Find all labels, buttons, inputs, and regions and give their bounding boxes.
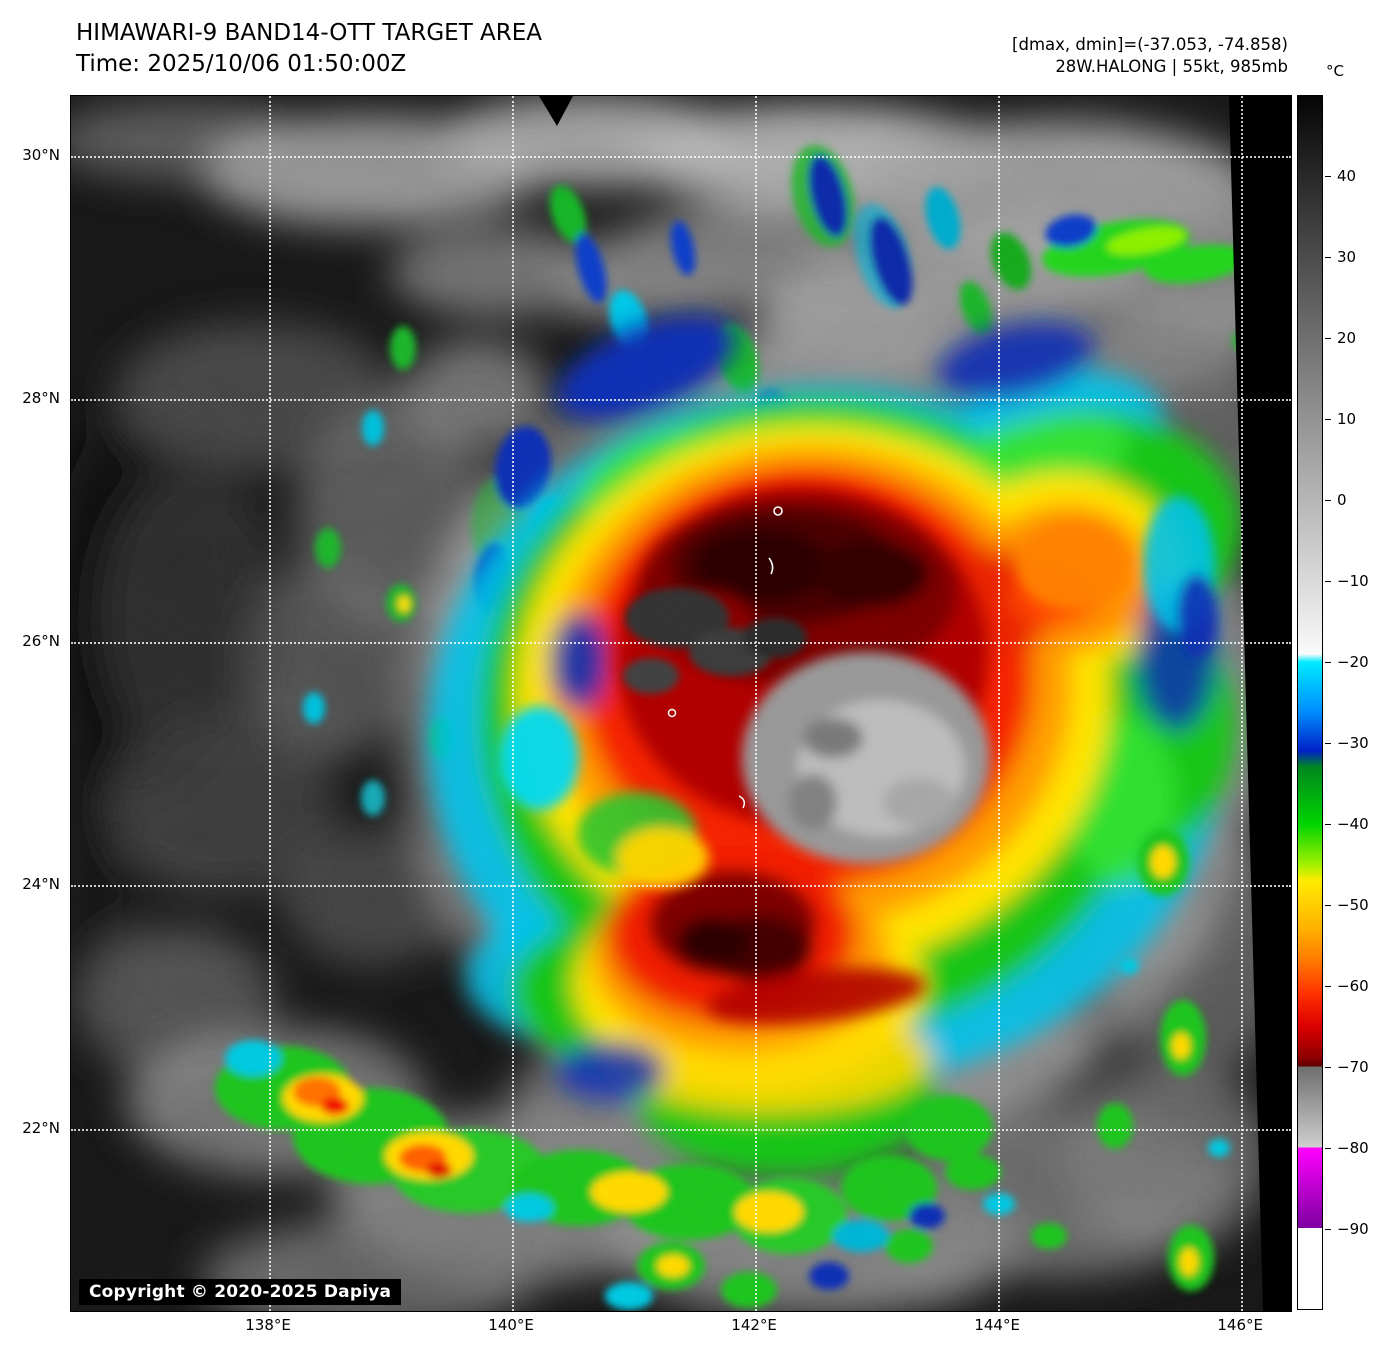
longitude-tick-label: 146°E xyxy=(1217,1316,1263,1334)
colorbar-tick-mark xyxy=(1325,743,1331,744)
longitude-tick-label: 140°E xyxy=(488,1316,534,1334)
latitude-tick-label: 24°N xyxy=(22,875,60,894)
colorbar-tick-mark xyxy=(1325,338,1331,339)
colorbar-tick-mark xyxy=(1325,1229,1331,1230)
colorbar-tick-mark xyxy=(1325,662,1331,663)
longitude-tick-label: 142°E xyxy=(731,1316,777,1334)
latitude-tick-label: 30°N xyxy=(22,145,60,164)
header: HIMAWARI-9 BAND14-OTT TARGET AREA Time: … xyxy=(76,18,542,80)
colorbar-tick-label: −90 xyxy=(1337,1220,1369,1238)
colorbar-tick-mark xyxy=(1325,824,1331,825)
storm-readout: [dmax, dmin]=(-37.053, -74.858) 28W.HALO… xyxy=(1012,34,1288,78)
longitude-axis: 138°E 140°E 142°E 144°E 146°E xyxy=(70,1312,1290,1338)
colorbar-tick-label: 40 xyxy=(1337,167,1357,185)
colorbar-tick-label: 10 xyxy=(1337,410,1357,428)
colorbar-tick-mark xyxy=(1325,1148,1331,1149)
figure-time: Time: 2025/10/06 01:50:00Z xyxy=(76,51,407,77)
colorbar-tick-mark xyxy=(1325,176,1331,177)
longitude-tick-label: 144°E xyxy=(974,1316,1020,1334)
colorbar-tick-label: 20 xyxy=(1337,329,1357,347)
colorbar-tick-mark xyxy=(1325,500,1331,501)
copyright-badge: Copyright © 2020-2025 Dapiya xyxy=(79,1279,402,1305)
latitude-tick-label: 22°N xyxy=(22,1118,60,1137)
colorbar-tick-mark xyxy=(1325,257,1331,258)
colorbar-tick-mark xyxy=(1325,986,1331,987)
colorbar xyxy=(1297,95,1323,1310)
colorbar-tick-label: −10 xyxy=(1337,572,1369,590)
colorbar-tick-label: 30 xyxy=(1337,248,1357,266)
colorbar-tick-label: −50 xyxy=(1337,896,1369,914)
dmax-dmin-readout: [dmax, dmin]=(-37.053, -74.858) xyxy=(1012,35,1288,54)
storm-info: 28W.HALONG | 55kt, 985mb xyxy=(1055,57,1288,76)
colorbar-tick-mark xyxy=(1325,419,1331,420)
colorbar-tick-mark xyxy=(1325,1067,1331,1068)
colorbar-tick-mark xyxy=(1325,905,1331,906)
colorbar-tick-label: −70 xyxy=(1337,1058,1369,1076)
colorbar-ticks: 40 30 20 10 0 −10 −20 −30 −40 −50 −60 −70 −80 −90 xyxy=(1325,95,1389,1310)
satellite-image xyxy=(71,96,1291,1311)
latitude-tick-label: 26°N xyxy=(22,632,60,651)
satellite-map: Copyright © 2020-2025 Dapiya xyxy=(70,95,1292,1312)
colorbar-tick-label: −40 xyxy=(1337,815,1369,833)
longitude-tick-label: 138°E xyxy=(245,1316,291,1334)
colorbar-tick-mark xyxy=(1325,581,1331,582)
colorbar-tick-label: −80 xyxy=(1337,1139,1369,1157)
latitude-tick-label: 28°N xyxy=(22,388,60,407)
latitude-axis: 30°N 28°N 26°N 24°N 22°N xyxy=(0,95,64,1310)
colorbar-gradient xyxy=(1298,96,1322,1309)
colorbar-tick-label: −30 xyxy=(1337,734,1369,752)
colorbar-unit-label: °C xyxy=(1326,62,1344,80)
scan-notch xyxy=(539,96,573,126)
colorbar-tick-label: 0 xyxy=(1337,491,1347,509)
colorbar-tick-label: −20 xyxy=(1337,653,1369,671)
figure-title: HIMAWARI-9 BAND14-OTT TARGET AREA xyxy=(76,20,543,46)
colorbar-tick-label: −60 xyxy=(1337,977,1369,995)
